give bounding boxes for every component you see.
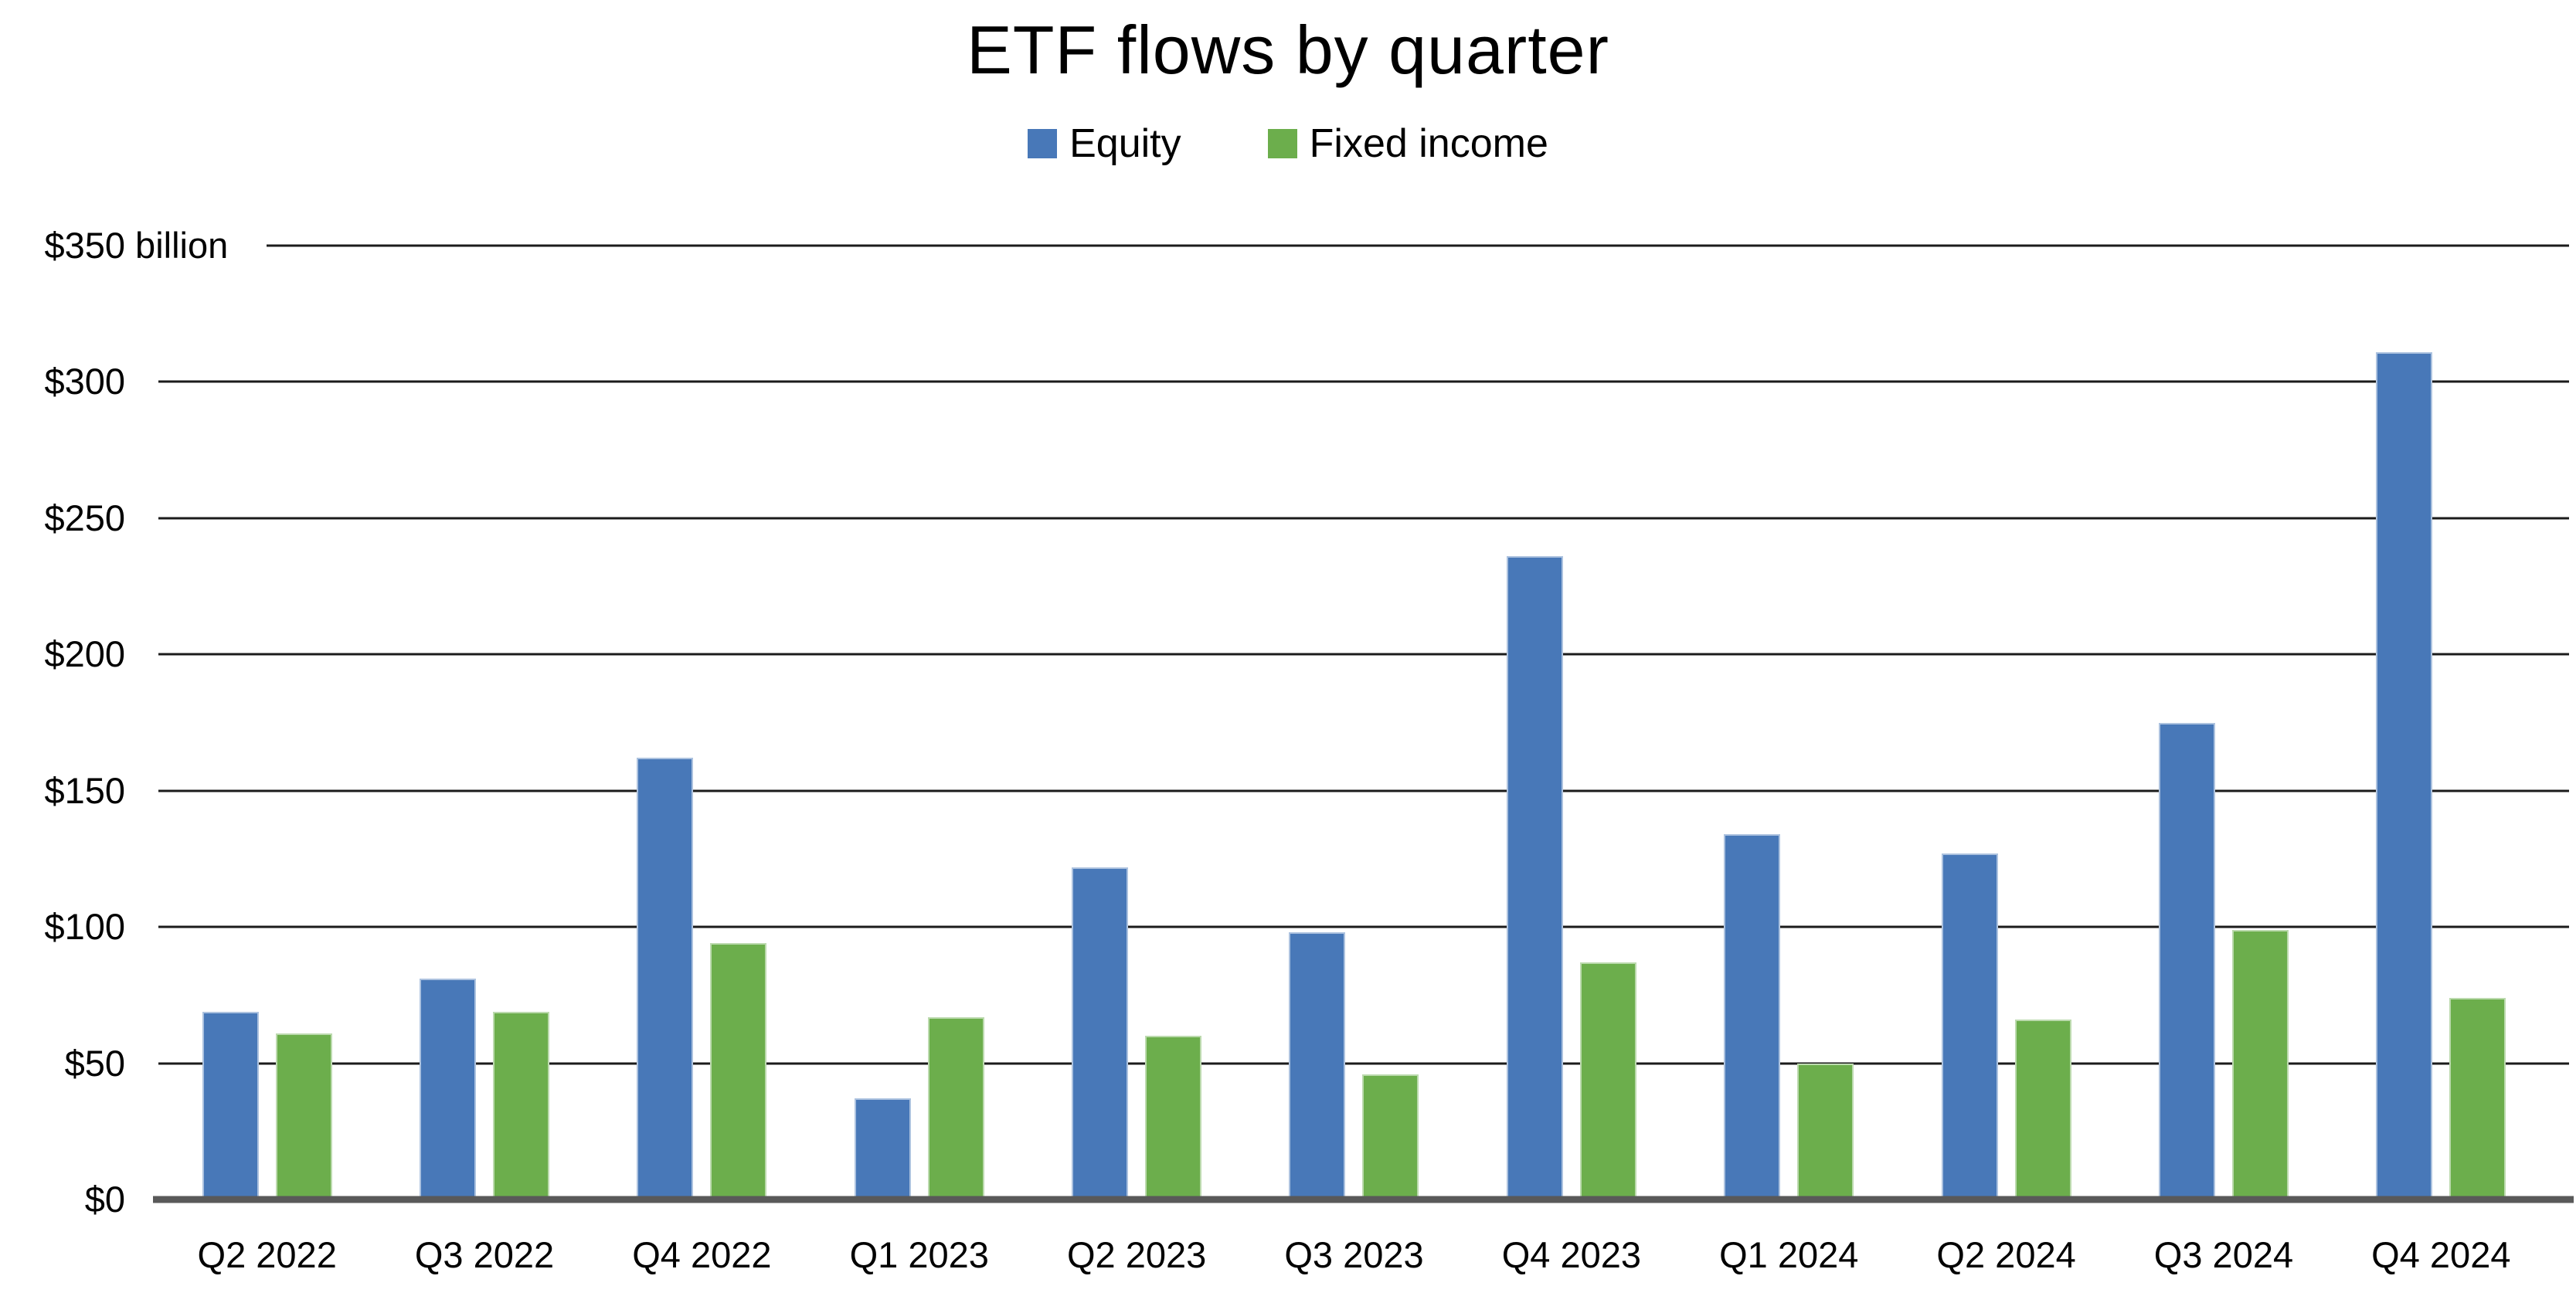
fixed-income-bar (710, 943, 767, 1200)
x-tick-label: Q2 2022 (197, 1234, 337, 1275)
equity-bar (202, 1011, 259, 1200)
fixed-income-bar (275, 1033, 332, 1200)
y-tick-label: $0 (23, 1176, 125, 1223)
x-tick-label: Q2 2024 (1936, 1234, 2076, 1275)
x-tick-label: Q3 2023 (1284, 1234, 1424, 1275)
equity-bar (1506, 556, 1563, 1200)
x-tick-label: Q1 2024 (1719, 1234, 1859, 1275)
bar-group (811, 246, 1028, 1200)
fixed-income-bar (1579, 962, 1636, 1200)
y-tick-label: $50 (23, 1040, 125, 1087)
equity-bar (1724, 834, 1781, 1200)
chart-title: ETF flows by quarter (967, 12, 1609, 88)
x-tick-label: Q3 2024 (2153, 1234, 2294, 1275)
equity-bar (854, 1098, 911, 1200)
y-tick-label: $200 (23, 631, 125, 678)
gridline (158, 925, 2569, 928)
gridline (158, 517, 2569, 520)
bar-group (2333, 246, 2550, 1200)
fixed-income-bar (2014, 1020, 2071, 1200)
equity-swatch-icon (1028, 129, 1058, 158)
gridline (158, 653, 2569, 656)
fixed-income-bar (927, 1016, 984, 1200)
bar-group (1028, 246, 1245, 1200)
legend-item-equity: Equity (1028, 120, 1181, 167)
bar-group (376, 246, 593, 1200)
fixed-income-bar (1797, 1063, 1854, 1200)
fixed-income-bar (1145, 1036, 1202, 1200)
x-tick-label: Q4 2024 (2371, 1234, 2511, 1275)
bar-group (1246, 246, 1463, 1200)
equity-bar (420, 979, 477, 1200)
y-tick-label: $300 (23, 358, 125, 405)
fixed-income-bar (1362, 1074, 1419, 1200)
bar-group (2115, 246, 2332, 1200)
y-tick-label: $100 (23, 904, 125, 951)
legend-label-equity: Equity (1069, 121, 1181, 166)
fixed-income-bar (2449, 997, 2506, 1200)
legend: Equity Fixed income (0, 120, 2576, 167)
bar-group (1681, 246, 1898, 1200)
x-tick-label: Q4 2023 (1501, 1234, 1642, 1275)
gridline (158, 1062, 2569, 1065)
gridline (158, 244, 2569, 247)
equity-bar (2158, 722, 2215, 1200)
bar-group (1463, 246, 1680, 1200)
bar-group (158, 246, 376, 1200)
equity-bar (1941, 853, 1998, 1200)
fixed-income-bar (2231, 929, 2289, 1200)
fixed-income-bar (493, 1011, 550, 1200)
equity-bar (2376, 351, 2433, 1200)
x-tick-label: Q2 2023 (1066, 1234, 1207, 1275)
y-tick-label: $250 (23, 494, 125, 541)
legend-item-fixed-income: Fixed income (1267, 120, 1548, 167)
equity-bar (637, 758, 694, 1200)
fixed-income-swatch-icon (1267, 129, 1297, 158)
bar-group (593, 246, 811, 1200)
equity-bar (1072, 867, 1129, 1200)
x-axis-baseline (153, 1196, 2574, 1203)
x-tick-label: Q1 2023 (849, 1234, 989, 1275)
gridline (158, 789, 2569, 792)
bar-group (1898, 246, 2115, 1200)
y-tick-label: $350 billion (23, 222, 267, 269)
legend-label-fixed-income: Fixed income (1309, 121, 1548, 166)
x-tick-label: Q3 2022 (414, 1234, 555, 1275)
gridline (158, 380, 2569, 383)
equity-bar (1289, 932, 1346, 1200)
y-tick-label: $150 (23, 767, 125, 814)
x-tick-label: Q4 2022 (632, 1234, 772, 1275)
